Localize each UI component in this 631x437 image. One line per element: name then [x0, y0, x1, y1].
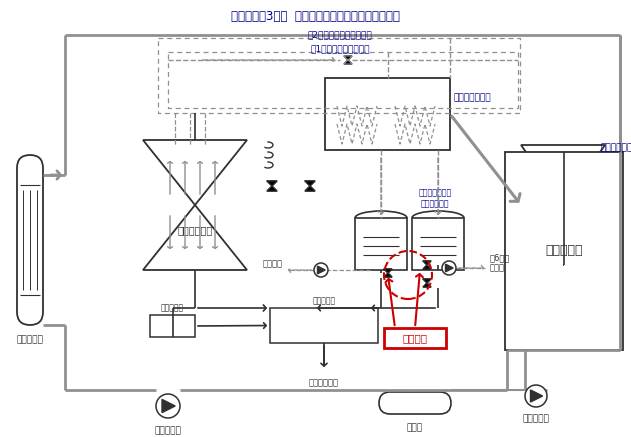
Polygon shape: [423, 279, 431, 287]
Bar: [384, 328, 446, 348]
Polygon shape: [445, 264, 453, 272]
Polygon shape: [317, 266, 325, 274]
Circle shape: [156, 394, 180, 418]
Polygon shape: [521, 145, 605, 205]
Text: 脱気器: 脱気器: [407, 423, 423, 432]
Text: 脱気器へ: 脱気器へ: [263, 259, 283, 268]
Text: 復　水　器: 復 水 器: [545, 244, 583, 257]
Text: 蒸気発生器: 蒸気発生器: [16, 335, 44, 344]
FancyBboxPatch shape: [17, 155, 43, 325]
Text: 第2段加熱蒸気（主蒸気）: 第2段加熱蒸気（主蒸気）: [308, 30, 372, 39]
Bar: [355, 218, 407, 270]
Polygon shape: [143, 205, 247, 270]
Text: ドレン受け: ドレン受け: [312, 296, 336, 305]
Polygon shape: [423, 261, 431, 269]
Polygon shape: [267, 181, 277, 191]
Polygon shape: [344, 56, 352, 64]
Polygon shape: [531, 390, 543, 402]
Circle shape: [525, 385, 547, 407]
Polygon shape: [305, 181, 315, 191]
Text: 第1段加熱蒸気（抽気）: 第1段加熱蒸気（抽気）: [310, 44, 370, 53]
Text: 第6高圧
ヒータ: 第6高圧 ヒータ: [490, 253, 510, 273]
Text: 湿分分離加熱器
ドレンタンク: 湿分分離加熱器 ドレンタンク: [418, 189, 452, 208]
Text: 給水ポンプ: 給水ポンプ: [155, 426, 182, 435]
Polygon shape: [384, 269, 392, 277]
Circle shape: [442, 261, 456, 275]
Bar: [412, 218, 464, 270]
Bar: [150, 315, 195, 337]
Polygon shape: [143, 140, 247, 205]
Bar: [505, 152, 623, 350]
Text: 排水ピットへ: 排水ピットへ: [309, 378, 339, 387]
Text: ドレン受け: ドレン受け: [161, 303, 184, 312]
Text: 当該箇所: 当該箇所: [403, 333, 427, 343]
Polygon shape: [162, 399, 175, 413]
Text: 復水ポンプ: 復水ポンプ: [522, 414, 550, 423]
Polygon shape: [521, 205, 605, 265]
Circle shape: [314, 263, 328, 277]
Bar: [325, 78, 450, 150]
Text: 伊方発電所3号機  湿分分離加熱器まわり概略系統図: 伊方発電所3号機 湿分分離加熱器まわり概略系統図: [230, 10, 399, 23]
Bar: [270, 308, 378, 343]
Text: 高圧タービン: 高圧タービン: [177, 225, 213, 235]
Text: 湿分分離加熱器: 湿分分離加熱器: [454, 94, 492, 103]
Text: 低圧タービン: 低圧タービン: [601, 143, 631, 153]
FancyBboxPatch shape: [379, 392, 451, 414]
